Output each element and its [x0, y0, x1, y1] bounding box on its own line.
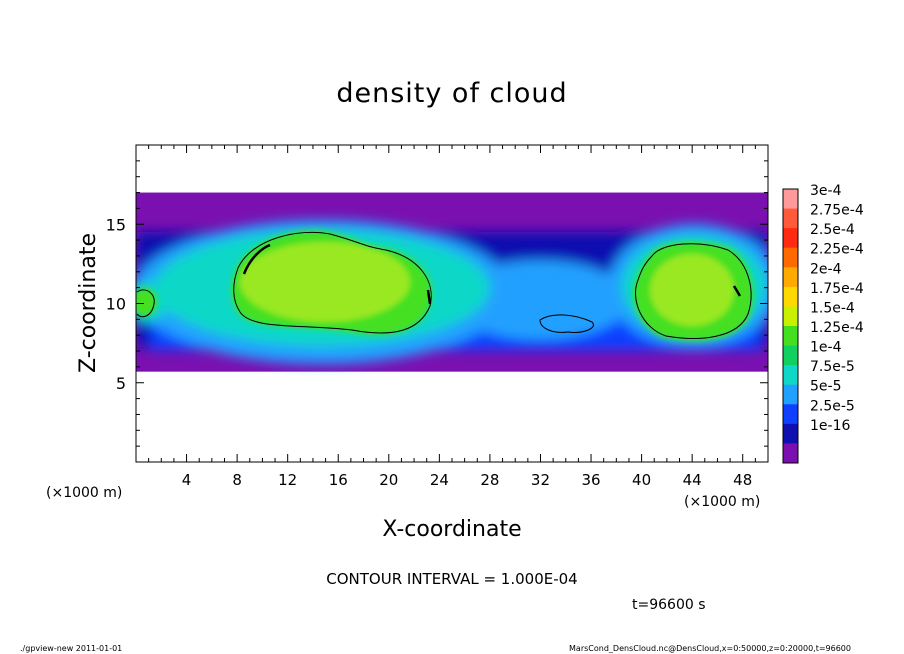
- x-tick-label: 40: [632, 471, 651, 489]
- colorbar-label: 1e-16: [810, 418, 850, 434]
- y-tick-label: 10: [106, 295, 126, 314]
- colorbar-swatch: [783, 189, 798, 210]
- y-tick-label: 15: [106, 215, 126, 234]
- colorbar-swatch: [783, 228, 798, 249]
- x-unit-right: (×1000 m): [684, 494, 760, 510]
- x-tick-label: 4: [182, 471, 192, 489]
- contour-line-center: [539, 314, 594, 333]
- x-tick-label: 28: [480, 471, 499, 489]
- x-tick-label: 12: [278, 471, 297, 489]
- colorbar-swatch: [783, 326, 798, 347]
- colorbar-swatch: [783, 404, 798, 425]
- y-tick-label: 5: [116, 374, 126, 393]
- x-tick-label: 20: [379, 471, 398, 489]
- colorbar-label: 2.75e-4: [810, 203, 864, 219]
- colorbar-label: 1.75e-4: [810, 281, 864, 297]
- colorbar-label: 1e-4: [810, 340, 842, 356]
- colorbar-swatch: [783, 345, 798, 366]
- colorbar-swatch: [783, 306, 798, 327]
- plot-area: [136, 192, 768, 372]
- contour-interval-label: CONTOUR INTERVAL = 1.000E-04: [326, 570, 577, 588]
- colorbar-label: 2.5e-5: [810, 398, 855, 414]
- contour-line-high-density-a: [242, 243, 271, 275]
- x-unit-left: (×1000 m): [46, 485, 122, 501]
- colorbar-label: 7.5e-5: [810, 359, 855, 375]
- x-tick-label: 36: [581, 471, 600, 489]
- x-axis-ticks: [148, 145, 756, 462]
- contour-line-west: [233, 231, 432, 334]
- colorbar-swatch: [783, 208, 798, 229]
- colorbar-label: 5e-5: [810, 379, 841, 395]
- colorbar-label: 2.5e-4: [810, 222, 855, 238]
- colorbar: 3e-4 2.75e-4 2.5e-4 2.25e-4 2e-4 1.75e-4 1.5e-…: [782, 183, 864, 464]
- y-axis-label: Z-coordinate: [76, 233, 101, 373]
- x-tick-label: 24: [430, 471, 449, 489]
- x-tick-label: 32: [531, 471, 550, 489]
- colorbar-swatch: [783, 365, 798, 386]
- contour-line-high-density-b: [426, 289, 432, 305]
- y-axis-tick-labels: 5 10 15: [106, 215, 126, 393]
- cloud-core-west-inner: [240, 242, 410, 322]
- y-axis-ticks: [136, 160, 768, 447]
- x-tick-label: 8: [232, 471, 242, 489]
- colorbar-label: 3e-4: [810, 183, 842, 199]
- colorbar-label: 1.25e-4: [810, 320, 864, 336]
- colorbar-swatch: [783, 443, 798, 464]
- time-label: t=96600 s: [632, 597, 706, 613]
- x-axis-tick-labels: 4 8 12 16 20 24 28 32 36 40 44 48: [182, 471, 752, 489]
- footer-left: ./gpview-new 2011-01-01: [20, 644, 122, 653]
- colorbar-label: 2e-4: [810, 261, 842, 277]
- colorbar-swatch: [783, 384, 798, 405]
- cloud-region-center-light-blue: [450, 260, 630, 340]
- cloud-core-left-edge: [136, 288, 157, 316]
- chart-title: density of cloud: [336, 78, 567, 109]
- colorbar-label: 1.5e-4: [810, 300, 855, 316]
- x-tick-label: 48: [733, 471, 752, 489]
- colorbar-label: 2.25e-4: [810, 242, 864, 258]
- colorbar-swatch: [783, 423, 798, 444]
- colorbar-swatch: [783, 267, 798, 288]
- contour-line-east: [635, 243, 752, 339]
- contour-line-left-edge: [136, 289, 155, 318]
- contour-line-high-density-c: [732, 285, 742, 297]
- footer-right: MarsCond_DensCloud.nc@DensCloud,x=0:5000…: [569, 644, 851, 653]
- cloud-core-east-inner: [650, 254, 734, 326]
- colorbar-swatch: [783, 247, 798, 268]
- colorbar-frame: [782, 188, 799, 464]
- x-tick-label: 16: [329, 471, 348, 489]
- x-axis-label: X-coordinate: [382, 517, 521, 542]
- colorbar-swatch: [783, 286, 798, 307]
- x-tick-label: 44: [683, 471, 702, 489]
